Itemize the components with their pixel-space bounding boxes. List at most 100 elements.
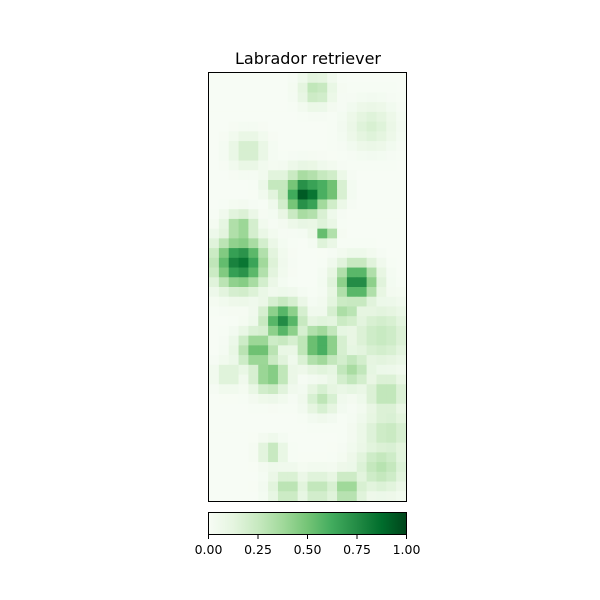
heatmap-cell	[238, 432, 249, 444]
heatmap-cell	[346, 452, 358, 463]
heatmap-cell	[218, 170, 230, 181]
heatmap-cell	[386, 384, 397, 395]
heatmap-cell	[356, 287, 367, 298]
heatmap-cell	[287, 355, 299, 366]
heatmap-cell	[307, 481, 318, 492]
heatmap-cell	[346, 209, 358, 220]
heatmap-cell	[356, 325, 367, 337]
heatmap-cell	[337, 121, 348, 132]
heatmap-cell	[376, 150, 387, 161]
heatmap-cell	[366, 277, 377, 288]
heatmap-cell	[356, 209, 367, 220]
heatmap-cell	[386, 442, 397, 453]
heatmap-cell	[297, 325, 308, 337]
heatmap-cell	[366, 413, 377, 424]
heatmap-cell	[366, 374, 377, 385]
heatmap-cell	[268, 442, 279, 453]
heatmap-cell	[337, 452, 348, 463]
heatmap-cell	[297, 423, 308, 434]
heatmap-cell	[287, 228, 299, 239]
heatmap-cell	[356, 316, 367, 327]
heatmap-cell	[218, 423, 230, 434]
heatmap-cell	[376, 442, 387, 453]
heatmap-cell	[317, 394, 328, 405]
heatmap-cell	[277, 384, 289, 395]
heatmap-cell	[297, 452, 308, 463]
heatmap-cell	[287, 248, 299, 259]
heatmap-cell	[297, 160, 308, 171]
heatmap-cell	[307, 287, 318, 298]
heatmap-cell	[238, 491, 249, 502]
heatmap-cell	[366, 218, 377, 230]
heatmap-cell	[317, 92, 328, 103]
heatmap-cell	[228, 423, 239, 434]
heatmap-cell	[248, 442, 259, 453]
heatmap-cell	[268, 452, 279, 463]
heatmap-cell	[258, 150, 269, 161]
heatmap-cell	[307, 189, 318, 200]
heatmap-cell	[317, 277, 328, 288]
heatmap-cell	[277, 209, 289, 220]
heatmap-cell	[337, 306, 348, 317]
heatmap-cell	[268, 277, 279, 288]
heatmap-cell	[238, 277, 249, 288]
heatmap-cell	[396, 209, 407, 220]
heatmap-cell	[366, 491, 377, 502]
heatmap-cell	[209, 394, 220, 405]
heatmap-cell	[346, 394, 358, 405]
heatmap-cell	[307, 423, 318, 434]
heatmap-cell	[346, 432, 358, 444]
heatmap-cell	[209, 209, 220, 220]
heatmap-cell	[386, 170, 397, 181]
heatmap-cell	[209, 189, 220, 200]
heatmap-cell	[297, 432, 308, 444]
heatmap-cell	[287, 131, 299, 142]
heatmap-cell	[268, 121, 279, 132]
heatmap-cell	[248, 355, 259, 366]
heatmap-cell	[268, 491, 279, 502]
heatmap-cell	[277, 102, 289, 113]
heatmap-cell	[317, 131, 328, 142]
heatmap-cell	[337, 73, 348, 84]
heatmap-cell	[366, 345, 377, 356]
heatmap-cell	[218, 209, 230, 220]
heatmap-cell	[238, 150, 249, 161]
heatmap-cell	[376, 218, 387, 230]
heatmap-cell	[277, 306, 289, 317]
heatmap-cell	[376, 432, 387, 444]
heatmap-cell	[287, 150, 299, 161]
heatmap-cell	[238, 306, 249, 317]
heatmap-cell	[317, 228, 328, 239]
heatmap-cell	[258, 141, 269, 152]
heatmap-cell	[356, 394, 367, 405]
heatmap-cell	[366, 481, 377, 492]
heatmap-cell	[297, 403, 308, 414]
heatmap-cell	[376, 121, 387, 132]
heatmap-cell	[327, 452, 338, 463]
heatmap-cell	[228, 141, 239, 152]
heatmap-cell	[209, 238, 220, 249]
heatmap-cell	[386, 491, 397, 502]
heatmap-cell	[277, 141, 289, 152]
heatmap-cell	[218, 325, 230, 337]
heatmap-cell	[307, 316, 318, 327]
heatmap-cell	[248, 257, 259, 268]
heatmap-cell	[228, 189, 239, 200]
heatmap-cell	[238, 452, 249, 463]
heatmap-cell	[396, 170, 407, 181]
heatmap-cell	[337, 403, 348, 414]
heatmap-cell	[307, 432, 318, 444]
heatmap-cell	[228, 277, 239, 288]
heatmap-cell	[366, 287, 377, 298]
heatmap-cell	[346, 374, 358, 385]
heatmap-cell	[248, 325, 259, 337]
heatmap-cell	[209, 335, 220, 346]
heatmap-cell	[248, 462, 259, 473]
heatmap-cell	[346, 150, 358, 161]
heatmap-cell	[327, 335, 338, 346]
heatmap-cell	[317, 452, 328, 463]
heatmap-cell	[258, 413, 269, 424]
heatmap-cell	[307, 131, 318, 142]
heatmap-cell	[337, 316, 348, 327]
heatmap-cell	[268, 355, 279, 366]
